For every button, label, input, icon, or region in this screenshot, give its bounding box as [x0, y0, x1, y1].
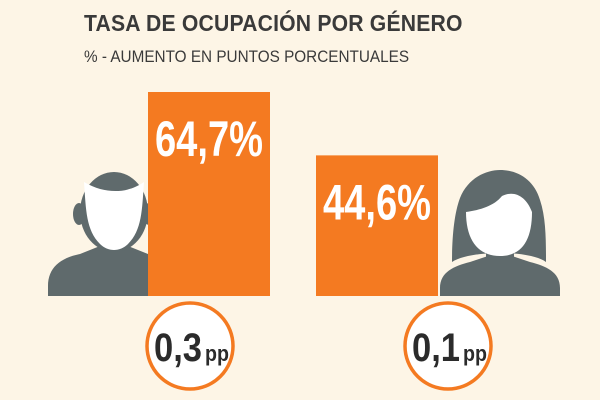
increase-unit: pp	[205, 341, 229, 366]
bars-group	[148, 92, 438, 296]
male-person-icon	[48, 172, 168, 296]
bar-1	[148, 92, 270, 296]
increase-unit: pp	[463, 341, 487, 366]
bar-value-label-1: 64,7%	[155, 111, 263, 167]
female-person-icon	[440, 170, 560, 296]
bar-value-label-2: 44,6%	[323, 174, 431, 230]
badge-circle	[145, 301, 235, 391]
chart-subtitle: % - AUMENTO EN PUNTOS PORCENTUALES	[84, 47, 410, 66]
badges-group: 0,3 pp 0,1 pp	[145, 301, 493, 391]
increase-value: 0,1	[412, 326, 460, 370]
bar-labels-group: 64,7% 44,6%	[155, 111, 431, 230]
badge-circle	[403, 301, 493, 391]
increase-badge-2: 0,1 pp	[403, 301, 493, 391]
chart-title: TASA DE OCUPACIÓN POR GÉNERO	[84, 10, 463, 36]
increase-value: 0,3	[154, 326, 202, 370]
bar-2	[316, 155, 438, 296]
increase-badge-1: 0,3 pp	[145, 301, 235, 391]
